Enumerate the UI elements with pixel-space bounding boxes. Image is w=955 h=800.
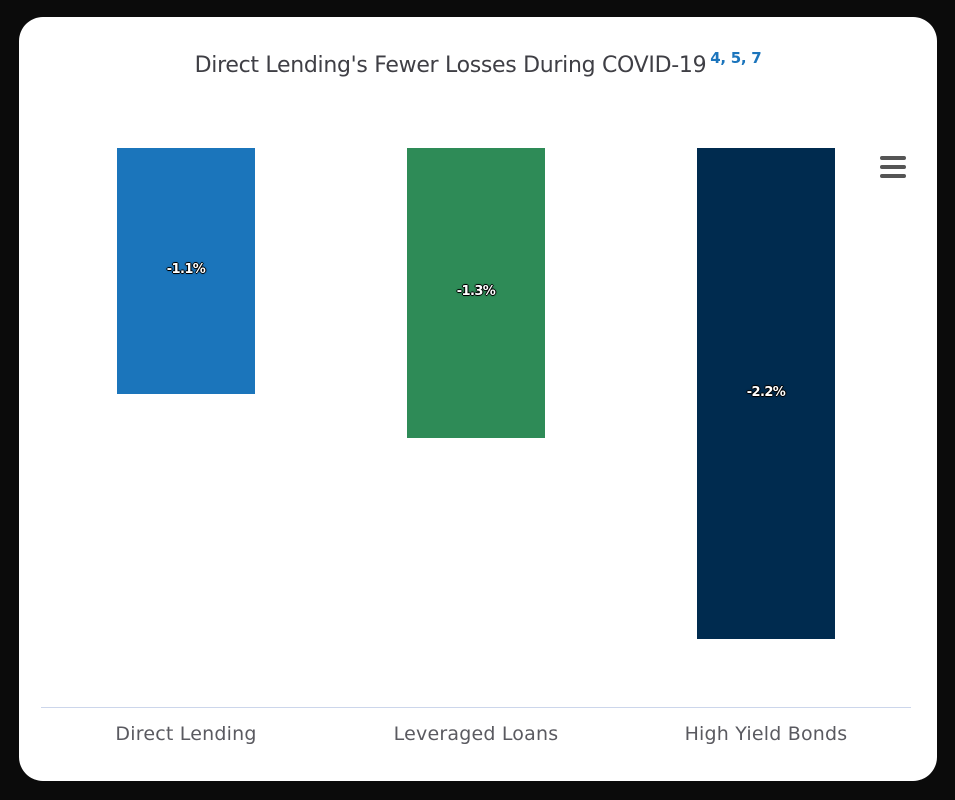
x-axis-line xyxy=(41,707,911,708)
footnote-references[interactable]: 4, 5, 7 xyxy=(710,49,762,67)
bar-high-yield-bonds[interactable]: -2.2% xyxy=(697,148,835,639)
bar-data-label: -1.3% xyxy=(456,284,496,300)
chart-title-text: Direct Lending's Fewer Losses During COV… xyxy=(194,53,707,78)
x-axis-label: High Yield Bonds xyxy=(684,723,848,745)
bar-leveraged-loans[interactable]: -1.3% xyxy=(407,148,545,439)
x-axis-label: Direct Lending xyxy=(115,723,257,745)
bar-data-label: -1.1% xyxy=(166,261,206,277)
hamburger-menu-icon-line xyxy=(880,165,906,169)
chart-menu-button[interactable] xyxy=(878,156,908,180)
x-axis-label: Leveraged Loans xyxy=(393,723,559,745)
chart-title: Direct Lending's Fewer Losses During COV… xyxy=(19,49,937,78)
bar-data-label: -2.2% xyxy=(746,384,786,400)
bar-direct-lending[interactable]: -1.1% xyxy=(117,148,255,394)
hamburger-menu-icon-line xyxy=(880,174,906,178)
hamburger-menu-icon xyxy=(880,156,906,160)
chart-card: Direct Lending's Fewer Losses During COV… xyxy=(19,17,937,781)
